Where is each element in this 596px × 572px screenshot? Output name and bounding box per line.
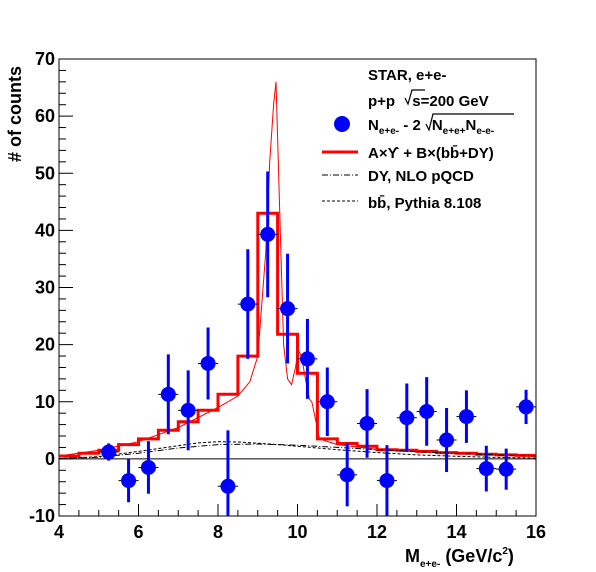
- x-tick-label: 10: [287, 522, 307, 542]
- legend-header-1: STAR, e+e-: [368, 67, 447, 84]
- x-axis-title-units-sup: 2: [502, 546, 508, 557]
- data-point: [359, 415, 375, 431]
- curves: [58, 81, 537, 460]
- data-point: [299, 351, 315, 367]
- legend-bb-label: bb̄, Pythia 8.108: [368, 194, 481, 212]
- x-tick-label: 14: [446, 522, 466, 542]
- legend-header-2-sqrt-arg: s: [412, 93, 420, 110]
- legend-sqrt-sign-1: [404, 89, 425, 106]
- data-point: [280, 301, 296, 317]
- y-tick-label: 50: [35, 163, 55, 183]
- legend-fit-label: A×ϒ + B×(bb̄+DY): [368, 144, 494, 162]
- data-point: [518, 399, 534, 415]
- data-point: [101, 444, 117, 460]
- x-tick-label: 12: [367, 522, 387, 542]
- data-point: [140, 459, 156, 475]
- data-point: [160, 386, 176, 402]
- x-axis-title-subscript: e+e-: [420, 559, 440, 570]
- y-axis-title: # of counts: [5, 66, 25, 162]
- data-point: [180, 402, 196, 418]
- y-tick-label: 30: [35, 278, 55, 298]
- y-tick-label: -10: [29, 506, 55, 526]
- data-point: [419, 403, 435, 419]
- legend-points-marker: [334, 116, 350, 132]
- data-point: [200, 355, 216, 371]
- data-point: [121, 473, 137, 489]
- x-axis-title-main: M: [405, 546, 420, 566]
- data-point: [458, 409, 474, 425]
- data-point: [220, 478, 236, 494]
- x-axis-title-units-close: ): [508, 546, 514, 566]
- data-point: [498, 461, 514, 477]
- x-tick-label: 8: [213, 522, 223, 542]
- y-tick-label: 70: [35, 49, 55, 69]
- data-point: [240, 296, 256, 312]
- series-line: [58, 443, 537, 460]
- x-tick-label: 6: [133, 522, 143, 542]
- data-point: [379, 473, 395, 489]
- data-point: [319, 394, 335, 410]
- axes: 4 6 8 10 12 14 16 -10 0 10 20 30 40 50 60 70: [29, 49, 546, 542]
- y-tick-label: 20: [35, 335, 55, 355]
- series-line: [58, 81, 537, 457]
- legend-sqrt-sign-2: [425, 113, 514, 132]
- data-point: [478, 461, 494, 477]
- x-axis-title-units: (GeV/c: [445, 546, 502, 566]
- data-point: [439, 432, 455, 448]
- data-point: [260, 226, 276, 242]
- legend-header-2: p+p s=200 GeV: [368, 93, 489, 110]
- x-axis-title: Me+e- (GeV/c2): [405, 546, 514, 570]
- legend: STAR, e+e- p+p s=200 GeV Ne+e- - 2 Ne+e+N…: [322, 67, 514, 212]
- x-tick-label: 16: [526, 522, 546, 542]
- x-tick-label: 4: [54, 522, 64, 542]
- data-points: [98, 171, 537, 516]
- y-tick-label: 60: [35, 106, 55, 126]
- data-point: [339, 467, 355, 483]
- data-point: [399, 410, 415, 426]
- y-tick-label: 0: [45, 449, 55, 469]
- y-tick-label: 10: [35, 392, 55, 412]
- legend-dy-label: DY, NLO pQCD: [368, 168, 474, 185]
- legend-points-label: Ne+e- - 2 Ne+e+Ne-e-: [368, 117, 494, 137]
- y-tick-label: 40: [35, 220, 55, 240]
